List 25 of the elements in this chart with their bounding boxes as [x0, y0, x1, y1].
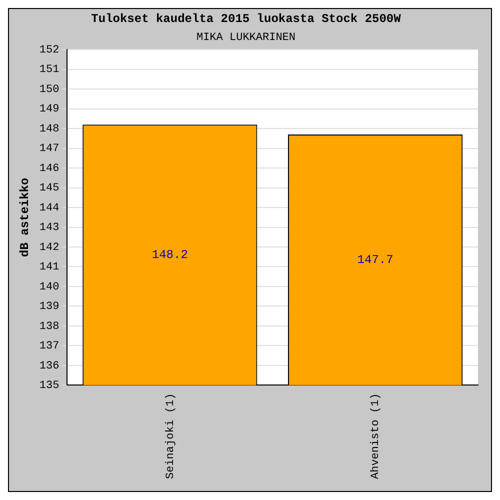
- y-tick-label: 139: [39, 301, 60, 314]
- x-tick-label: Seinajoki (1): [164, 393, 177, 480]
- chart-title: Tulokset kaudelta 2015 luokasta Stock 2500W: [91, 12, 402, 26]
- y-tick-label: 142: [39, 242, 60, 254]
- y-tick-label: 149: [39, 104, 60, 116]
- y-tick-label: 136: [39, 360, 60, 372]
- y-tick-label: 143: [39, 222, 60, 234]
- y-tick-label: 137: [39, 340, 60, 353]
- y-tick-label: 146: [39, 162, 60, 175]
- y-tick-label: 148: [39, 123, 60, 136]
- y-tick-label: 140: [39, 281, 60, 294]
- y-tick-label: 147: [39, 143, 60, 156]
- y-tick-label: 141: [39, 262, 60, 274]
- y-axis-title: dB asteikko: [18, 178, 32, 257]
- y-tick-label: 151: [39, 64, 60, 76]
- y-tick-label: 152: [39, 44, 60, 57]
- y-tick-label: 145: [39, 182, 60, 195]
- data-label: 147.7: [357, 253, 394, 268]
- x-tick-label: Ahvenisto (1): [370, 393, 382, 480]
- y-tick-label: 144: [39, 202, 60, 214]
- chart-subtitle: MIKA LUKKARINEN: [196, 32, 296, 44]
- data-label: 148.2: [152, 248, 188, 262]
- y-tick-label: 135: [39, 380, 60, 392]
- y-tick-label: 150: [39, 84, 60, 96]
- y-tick-label: 138: [39, 320, 60, 333]
